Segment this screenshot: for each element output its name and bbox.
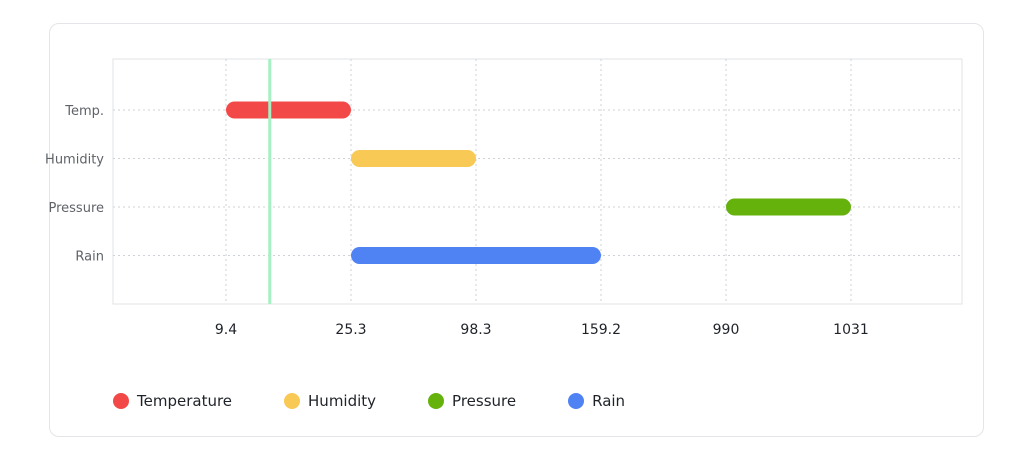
y-tick-label: Temp. (64, 104, 104, 119)
legend-item-rain[interactable]: Rain (568, 392, 625, 410)
x-tick-label: 1031 (833, 322, 869, 338)
legend: Temperature Humidity Pressure Rain (113, 390, 677, 412)
legend-item-pressure[interactable]: Pressure (428, 392, 516, 410)
x-tick-label: 98.3 (460, 322, 491, 338)
legend-label-humidity: Humidity (308, 392, 377, 410)
legend-item-humidity[interactable]: Humidity (284, 392, 376, 410)
chart-card (49, 23, 984, 437)
legend-label-pressure: Pressure (452, 392, 517, 410)
legend-swatch-pressure (428, 393, 445, 409)
legend-item-temperature[interactable]: Temperature (113, 392, 232, 410)
range-bar (351, 247, 601, 264)
x-tick-label: 990 (713, 322, 740, 338)
legend-swatch-humidity (284, 393, 301, 409)
plot-frame (112, 58, 963, 305)
range-bar (351, 150, 476, 167)
x-tick-label: 159.2 (581, 322, 621, 338)
legend-swatch-temperature (113, 393, 129, 409)
x-tick-label: 9.4 (215, 322, 237, 338)
legend-swatch-rain (568, 393, 585, 409)
legend-label-temperature: Temperature (137, 392, 233, 410)
x-tick-label: 25.3 (335, 322, 366, 338)
legend-label-rain: Rain (592, 392, 626, 410)
y-tick-label: Rain (75, 250, 104, 265)
y-tick-label: Humidity (45, 153, 104, 168)
range-bar (226, 101, 351, 119)
range-bar (726, 198, 851, 216)
y-tick-label: Pressure (48, 201, 104, 216)
